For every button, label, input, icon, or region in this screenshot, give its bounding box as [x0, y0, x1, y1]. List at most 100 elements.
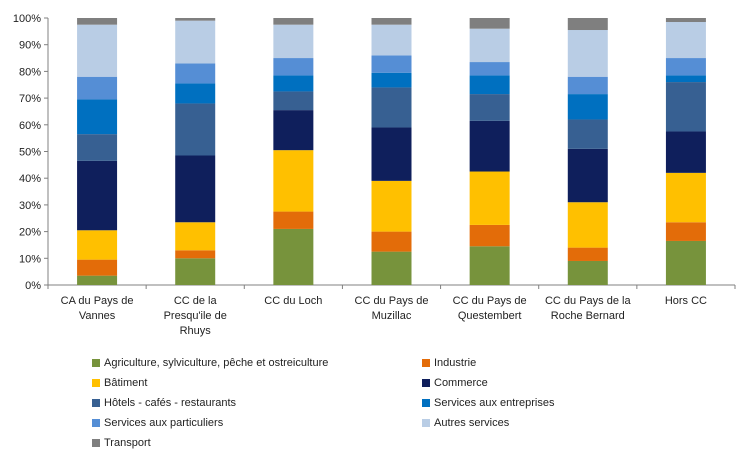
bar-segment — [77, 275, 118, 285]
bar-segment — [665, 18, 706, 23]
bar-segment — [469, 120, 510, 172]
bar-segment — [175, 155, 216, 223]
legend-item: Services aux particuliers — [92, 414, 422, 432]
y-tick-label: 10% — [19, 253, 41, 265]
bar-segment — [273, 228, 314, 285]
y-tick-label: 90% — [19, 40, 41, 52]
bar-segment — [371, 24, 412, 56]
bar-segment — [77, 24, 118, 77]
bar-segment — [567, 30, 608, 77]
y-tick-label: 20% — [19, 227, 41, 239]
bar-segment — [469, 75, 510, 95]
legend-swatch — [92, 379, 100, 387]
bar-segment — [371, 231, 412, 252]
legend-item: Transport — [92, 434, 422, 452]
bar-segment — [77, 134, 118, 161]
legend-swatch — [422, 359, 430, 367]
bar-segment — [273, 24, 314, 59]
stacked-bar-chart: 0% 10% 20% 30% 40% 50% 60% 70% 80% 90% 100% CA du P… — [13, 13, 736, 337]
bar-segment — [665, 131, 706, 173]
legend-item: Services aux entreprises — [422, 394, 652, 412]
legend-label: Services aux entreprises — [434, 397, 555, 409]
bar-segment — [175, 63, 216, 84]
bar-segment — [665, 240, 706, 285]
y-tick-label: 80% — [19, 66, 41, 78]
x-tick-label: CC du Pays de Questembert — [453, 295, 527, 322]
bar-segment — [77, 160, 118, 231]
bar-segment — [273, 18, 314, 25]
bar-segment — [469, 94, 510, 121]
legend-label: Autres services — [434, 417, 510, 429]
bar-segment — [567, 202, 608, 248]
legend-item: Agriculture, sylviculture, pêche et ostr… — [92, 354, 422, 372]
legend-swatch — [92, 399, 100, 407]
bar-segment — [665, 75, 706, 83]
y-tick-label: 0% — [25, 280, 41, 292]
bar-segment — [665, 58, 706, 76]
legend-swatch — [422, 419, 430, 427]
bar-segment — [469, 28, 510, 63]
legend-swatch — [92, 359, 100, 367]
bar-segment — [665, 22, 706, 59]
bar-segment — [371, 251, 412, 285]
bar-segment — [175, 258, 216, 285]
bar-segment — [567, 94, 608, 120]
legend-label: Bâtiment — [104, 377, 148, 389]
bar-segment — [175, 83, 216, 104]
y-tick-label: 40% — [19, 173, 41, 185]
bar-segment — [371, 180, 412, 232]
legend-item: Industrie — [422, 354, 652, 372]
x-tick-label: CC du Loch — [264, 295, 322, 307]
bar-segment — [371, 87, 412, 128]
legend-label: Transport — [104, 437, 151, 449]
legend-swatch — [92, 439, 100, 447]
legend-label: Agriculture, sylviculture, pêche et ostr… — [104, 357, 329, 369]
bar-segment — [175, 18, 216, 21]
legend-swatch — [92, 419, 100, 427]
bar-segment — [567, 119, 608, 149]
legend-label: Industrie — [434, 357, 477, 369]
bar-segment — [77, 18, 118, 25]
legend-label: Hôtels - cafés - restaurants — [104, 397, 237, 409]
bar-segment — [273, 58, 314, 76]
bar-segment — [469, 171, 510, 225]
bar-segment — [77, 259, 118, 276]
legend: Agriculture, sylviculture, pêche et ostr… — [92, 354, 652, 452]
bar-segment — [567, 148, 608, 203]
legend-item: Commerce — [422, 374, 652, 392]
y-tick-label: 70% — [19, 93, 41, 105]
bar-segment — [273, 75, 314, 92]
bar-segment — [175, 103, 216, 156]
bar-segment — [371, 18, 412, 25]
legend-label: Commerce — [434, 377, 488, 389]
x-tick-label: CC du Pays de Muzillac — [355, 295, 429, 322]
legend-item: Bâtiment — [92, 374, 422, 392]
y-tick-label: 30% — [19, 200, 41, 212]
bar-segment — [469, 224, 510, 247]
bar-segment — [371, 55, 412, 73]
bar-segment — [175, 250, 216, 259]
bar-segment — [175, 20, 216, 64]
bar-segment — [665, 222, 706, 241]
x-tick-label: CA du Pays de Vannes — [61, 295, 134, 322]
x-tick-label: CC de la Presqu'ile de Rhuys — [164, 295, 227, 337]
legend-item: Autres services — [422, 414, 652, 432]
bar-segment — [273, 91, 314, 111]
bar-segment — [567, 18, 608, 31]
bar-segment — [371, 127, 412, 181]
bar-segment — [273, 150, 314, 212]
bar-segment — [469, 246, 510, 285]
bar-segment — [371, 72, 412, 88]
bar-segment — [567, 76, 608, 95]
bar-segment — [77, 76, 118, 100]
y-tick-label: 100% — [13, 13, 41, 25]
legend-swatch — [422, 379, 430, 387]
bar-segment — [567, 260, 608, 285]
y-tick-label: 60% — [19, 120, 41, 132]
bar-segment — [175, 222, 216, 251]
bar-segment — [273, 110, 314, 151]
y-tick-label: 50% — [19, 147, 41, 159]
x-tick-label: CC du Pays de la Roche Bernard — [545, 295, 631, 322]
bar-segment — [665, 82, 706, 132]
bar-segment — [567, 247, 608, 261]
